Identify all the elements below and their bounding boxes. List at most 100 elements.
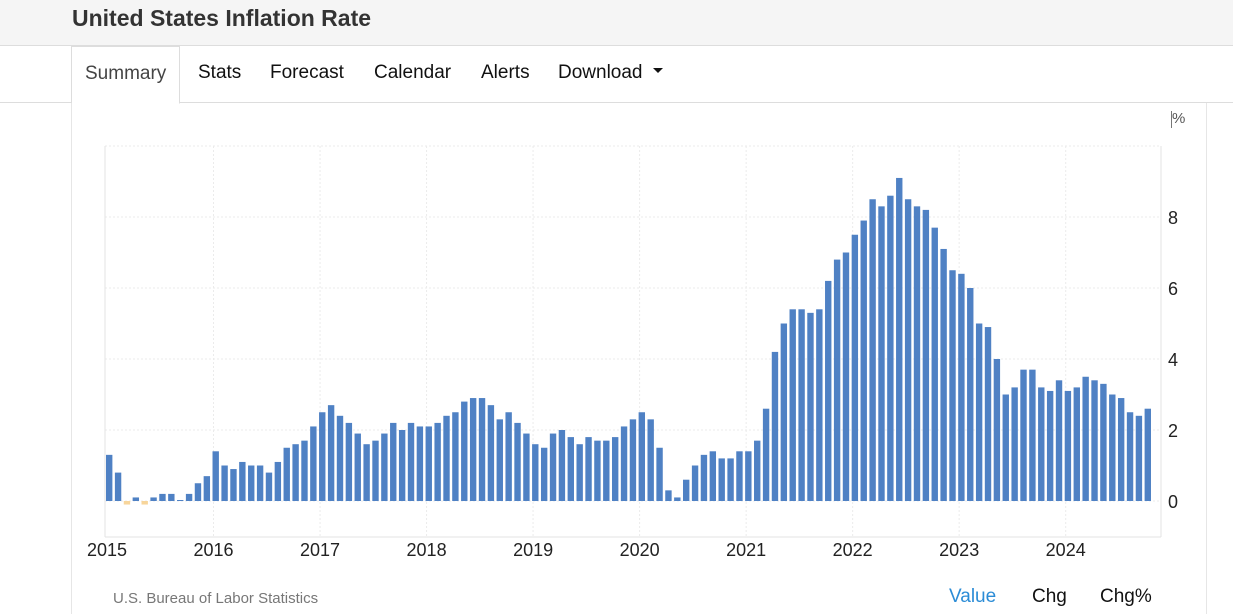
bar [168,493,175,501]
bar [700,454,708,501]
bar [1055,380,1063,501]
bar [203,476,211,501]
tab-stats[interactable]: Stats [198,46,241,102]
bar [239,461,246,501]
bar [1073,387,1080,501]
bar [922,209,930,501]
x-tick-label: 2019 [513,540,553,560]
bar [1002,394,1009,501]
x-tick-label: 2021 [726,540,766,560]
chg-pct-mode-button[interactable]: Chg% [1100,586,1152,607]
bar [505,412,512,501]
bar [576,444,583,501]
bar [904,199,912,501]
bar [984,327,992,501]
x-tick-label: 2017 [300,540,340,560]
bar [1046,390,1054,501]
unit-label: % [1172,110,1186,127]
bar [319,412,326,501]
bar [1100,383,1107,501]
title-bar: United States Inflation Rate [0,0,1233,46]
bar [967,288,974,501]
bar [736,451,743,501]
bar [1064,390,1072,501]
bar [869,199,876,501]
bar [398,430,406,501]
bar [390,422,397,501]
bar [1020,369,1027,501]
bar [150,497,157,501]
y-tick-label: 4 [1168,350,1178,370]
bar [611,437,619,501]
tab-download[interactable]: Download [558,46,663,102]
bar [674,497,681,501]
bar [816,309,823,501]
bar [381,433,388,501]
bar [665,490,672,501]
bar [363,444,370,501]
source-label: U.S. Bureau of Labor Statistics [113,590,319,607]
caret-down-icon [652,68,663,74]
bar [416,426,424,501]
bar [603,440,610,501]
bar [896,177,903,501]
bar [345,422,353,501]
bar [727,458,734,501]
bar [141,501,148,505]
bar [336,415,344,501]
bar [656,447,663,501]
x-tick-label: 2016 [193,540,233,560]
bar [114,472,122,501]
bar [940,248,947,501]
tab-summary[interactable]: Summary [71,46,181,104]
bar [177,500,184,501]
bar [975,323,983,501]
chg-mode-button[interactable]: Chg [1032,586,1067,607]
bar [1109,394,1116,501]
bar [771,351,779,501]
value-mode-button[interactable]: Value [949,586,997,607]
bar [833,259,841,501]
bar [248,465,255,501]
bar [469,398,477,501]
page-title: United States Inflation Rate [72,5,372,31]
bar [532,444,539,501]
bar [265,472,273,501]
tab-forecast-label: Forecast [270,62,344,83]
y-tick-label: 2 [1168,421,1178,441]
bar [123,501,131,505]
bar [825,280,832,501]
bar [523,433,530,501]
x-tick-label: 2023 [939,540,979,560]
bar [629,419,637,501]
label-layer: 0 2 4 6 8 2015 2016 2017 2018 2019 2020 2021 2022 202… [87,208,1178,560]
bar [1082,376,1089,501]
bar [691,465,699,501]
bar [842,252,850,501]
x-tick-label: 2024 [1046,540,1086,560]
bar [1117,398,1125,501]
bar [425,426,432,501]
tab-forecast[interactable]: Forecast [270,46,344,102]
bar [452,412,459,501]
tab-stats-label: Stats [198,62,242,83]
bar [212,451,219,501]
bar [860,220,867,502]
bar [487,405,495,501]
bar [496,419,503,501]
tab-calendar[interactable]: Calendar [374,46,451,102]
bar [878,206,885,501]
x-tick-label: 2022 [833,540,873,560]
bar [993,359,1001,501]
bar [407,422,415,501]
bar [709,451,717,501]
bar [718,458,725,501]
bar [230,469,237,501]
bar [931,227,938,501]
bar [461,401,468,501]
tab-alerts[interactable]: Alerts [481,46,530,102]
bar [949,270,956,501]
bar [1144,408,1151,501]
bar [106,454,113,501]
